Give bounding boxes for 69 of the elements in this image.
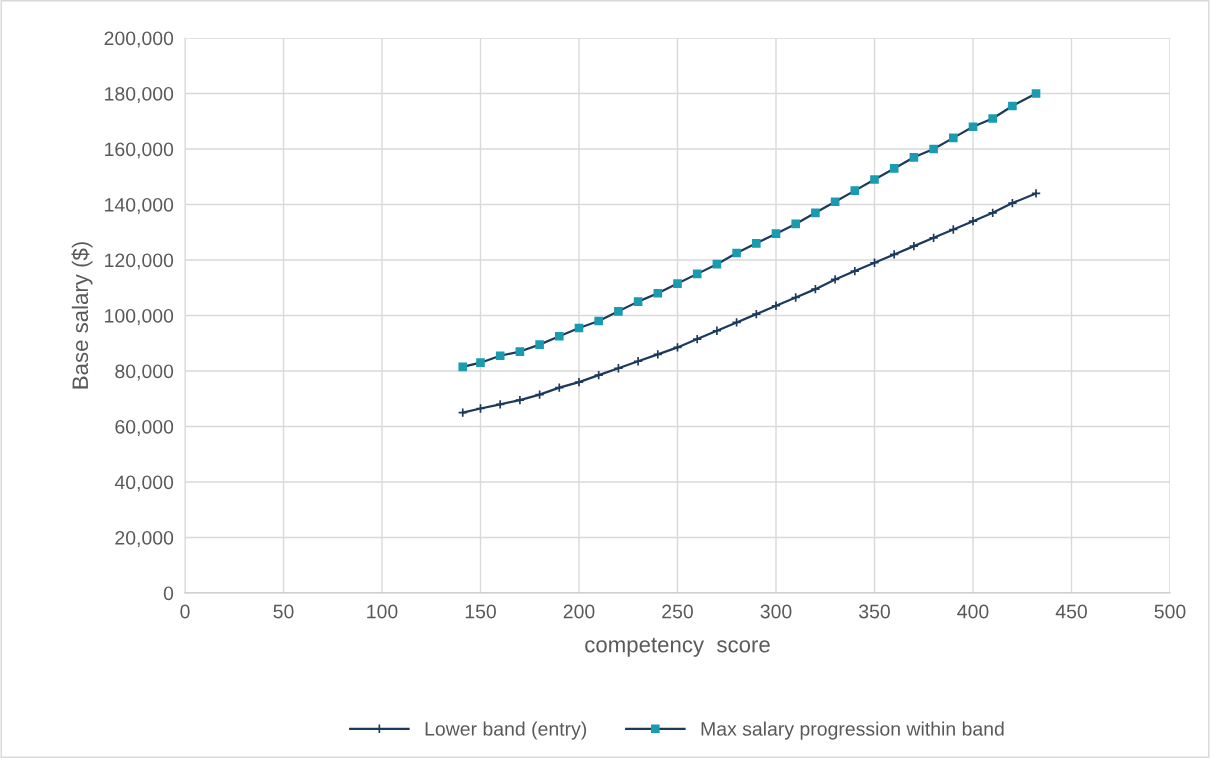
- y-tick-label: 200,000: [104, 31, 174, 48]
- point: [711, 325, 722, 336]
- point: [909, 153, 919, 162]
- legend-label: Lower band (entry): [425, 721, 587, 740]
- point: [791, 219, 801, 229]
- point: [574, 323, 584, 333]
- x-tick-label: 200: [563, 604, 595, 619]
- point: [692, 269, 702, 279]
- x-axis-title: competency score: [585, 637, 770, 657]
- point: [535, 340, 544, 349]
- point: [811, 208, 820, 218]
- point: [673, 279, 682, 288]
- point: [1008, 101, 1017, 111]
- point: [908, 241, 919, 252]
- point: [751, 309, 762, 320]
- y-axis-title: Base salary ($): [71, 242, 93, 389]
- point: [929, 144, 938, 154]
- point: [515, 347, 525, 356]
- point: [593, 370, 604, 381]
- y-tick-label: 0: [163, 586, 174, 601]
- point: [889, 164, 899, 173]
- point: [967, 216, 979, 227]
- point: [614, 307, 623, 316]
- point: [712, 259, 722, 269]
- point: [458, 362, 468, 372]
- y-tick-label: 40,000: [114, 475, 174, 492]
- point: [514, 395, 525, 406]
- y-tick-label: 100,000: [105, 308, 174, 326]
- point: [968, 122, 978, 132]
- point: [770, 300, 782, 311]
- x-tick-label: 0: [180, 604, 190, 619]
- point: [850, 186, 860, 195]
- y-tick-label: 80,000: [115, 364, 174, 381]
- point: [495, 351, 505, 361]
- point: [573, 377, 585, 388]
- point: [732, 248, 741, 258]
- point: [554, 332, 564, 341]
- x-tick-label: 50: [273, 604, 294, 619]
- x-tick-label: 150: [465, 604, 496, 619]
- x-tick-label: 100: [367, 604, 398, 619]
- x-tick-label: 250: [662, 604, 693, 619]
- point: [653, 288, 663, 298]
- y-tick-label: 120,000: [105, 253, 174, 270]
- point: [594, 316, 604, 326]
- x-tick-label: 450: [1055, 604, 1087, 619]
- point: [633, 297, 643, 306]
- point: [692, 334, 703, 345]
- point: [495, 399, 506, 410]
- x-tick-label: 300: [760, 604, 792, 619]
- x-tick-label: 400: [957, 604, 989, 619]
- y-tick-label: 60,000: [115, 419, 174, 437]
- point: [771, 229, 781, 238]
- point: [948, 133, 958, 143]
- point: [476, 358, 485, 367]
- legend-label: Max salary progression within band: [701, 721, 1004, 740]
- point: [830, 197, 840, 207]
- y-tick-label: 20,000: [115, 530, 174, 548]
- point: [987, 207, 998, 218]
- point: [633, 356, 644, 367]
- point: [1031, 89, 1041, 98]
- point: [870, 175, 879, 184]
- y-tick-label: 140,000: [105, 197, 174, 215]
- x-tick-label: 350: [859, 604, 890, 619]
- point: [751, 239, 761, 248]
- point: [988, 114, 998, 123]
- y-tick-label: 160,000: [105, 142, 174, 159]
- x-tick-label: 500: [1154, 604, 1186, 619]
- point: [849, 266, 860, 277]
- y-tick-label: 180,000: [105, 86, 174, 104]
